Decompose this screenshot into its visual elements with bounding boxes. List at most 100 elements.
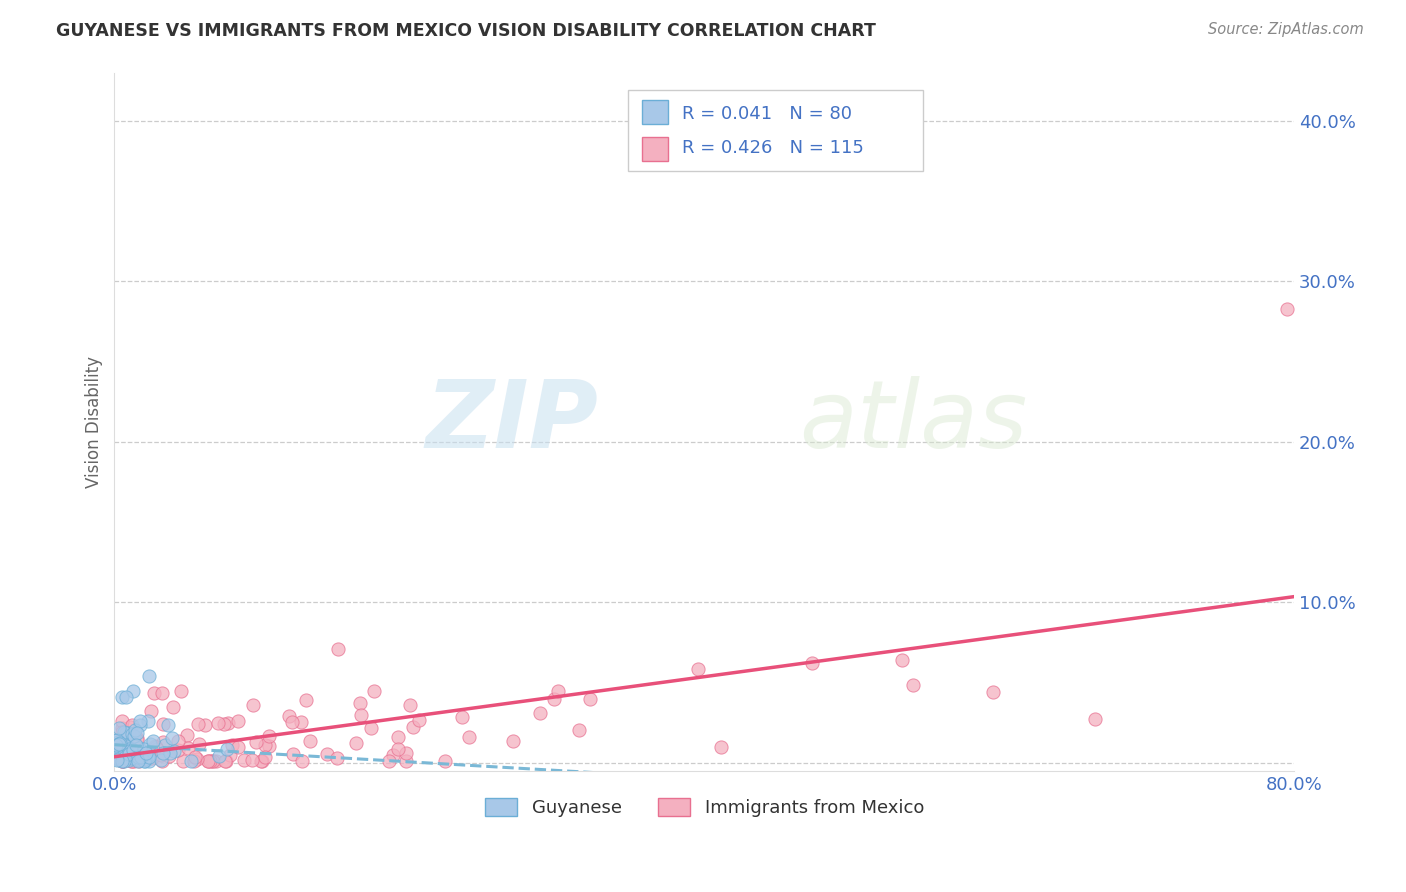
Bar (627, 90, 922, 170)
Point (124, 723, 146, 738)
Point (138, 749, 160, 764)
Point (129, 750, 152, 764)
Point (153, 738, 176, 752)
Point (891, 653, 914, 667)
Point (215, 754, 238, 768)
Point (122, 729, 145, 743)
Point (121, 718, 143, 732)
Text: ZIP: ZIP (425, 376, 598, 467)
Point (152, 717, 174, 731)
Point (111, 754, 134, 768)
Point (197, 754, 219, 768)
Point (108, 753, 131, 767)
Point (170, 684, 193, 698)
Point (150, 685, 173, 699)
Point (114, 690, 136, 704)
Point (125, 726, 148, 740)
Point (107, 752, 129, 766)
Point (118, 748, 141, 763)
Point (108, 737, 131, 751)
Point (350, 708, 373, 723)
Point (198, 754, 221, 768)
Point (160, 731, 183, 746)
Point (108, 721, 131, 735)
Point (118, 741, 141, 756)
Point (290, 714, 312, 729)
Point (135, 749, 157, 764)
Point (105, 732, 128, 747)
Point (543, 692, 565, 706)
Point (115, 729, 138, 743)
Point (395, 754, 418, 768)
Point (502, 733, 524, 747)
Point (328, 641, 350, 656)
Point (257, 739, 280, 753)
Point (981, 685, 1004, 699)
Point (132, 754, 155, 768)
Point (121, 749, 143, 764)
Point (124, 748, 146, 763)
Point (316, 747, 339, 761)
Point (138, 749, 160, 764)
Point (112, 754, 135, 768)
Point (254, 738, 277, 752)
Point (135, 747, 157, 761)
Point (114, 750, 136, 764)
Point (149, 753, 172, 767)
Point (450, 710, 472, 724)
Point (201, 754, 224, 768)
Text: atlas: atlas (799, 376, 1026, 467)
Point (167, 742, 190, 756)
Point (277, 709, 299, 723)
Point (118, 753, 141, 767)
Point (184, 750, 207, 764)
Bar (641, 100, 668, 124)
Point (124, 751, 146, 765)
Point (800, 656, 823, 670)
Point (240, 754, 263, 768)
Point (136, 714, 159, 728)
Point (117, 741, 139, 756)
Point (281, 714, 304, 729)
Point (250, 754, 273, 768)
Point (122, 744, 145, 758)
Point (291, 754, 314, 768)
Point (215, 742, 238, 756)
Point (197, 754, 219, 768)
Point (186, 752, 208, 766)
Point (408, 713, 430, 727)
Point (127, 754, 149, 768)
Point (111, 732, 134, 747)
Point (121, 727, 143, 741)
Point (128, 753, 150, 767)
Point (127, 750, 149, 764)
Point (139, 737, 162, 751)
Point (111, 730, 134, 744)
Point (207, 715, 229, 730)
Point (146, 741, 169, 756)
Point (139, 704, 162, 718)
Point (152, 735, 174, 749)
Point (226, 739, 249, 754)
Point (127, 731, 149, 745)
Point (395, 746, 418, 760)
Point (254, 749, 277, 764)
Point (159, 746, 181, 760)
Point (112, 743, 135, 757)
Legend: Guyanese, Immigrants from Mexico: Guyanese, Immigrants from Mexico (478, 790, 931, 824)
Point (129, 750, 152, 764)
Point (128, 747, 150, 762)
Point (111, 746, 134, 760)
Point (326, 750, 349, 764)
Text: Source: ZipAtlas.com: Source: ZipAtlas.com (1208, 22, 1364, 37)
Point (214, 754, 236, 768)
Point (579, 692, 602, 706)
Point (1084, 712, 1107, 726)
Point (283, 747, 305, 761)
Point (298, 733, 321, 747)
Point (150, 747, 173, 762)
Point (134, 754, 156, 768)
Point (142, 734, 165, 748)
Point (201, 754, 224, 768)
Point (129, 744, 152, 758)
